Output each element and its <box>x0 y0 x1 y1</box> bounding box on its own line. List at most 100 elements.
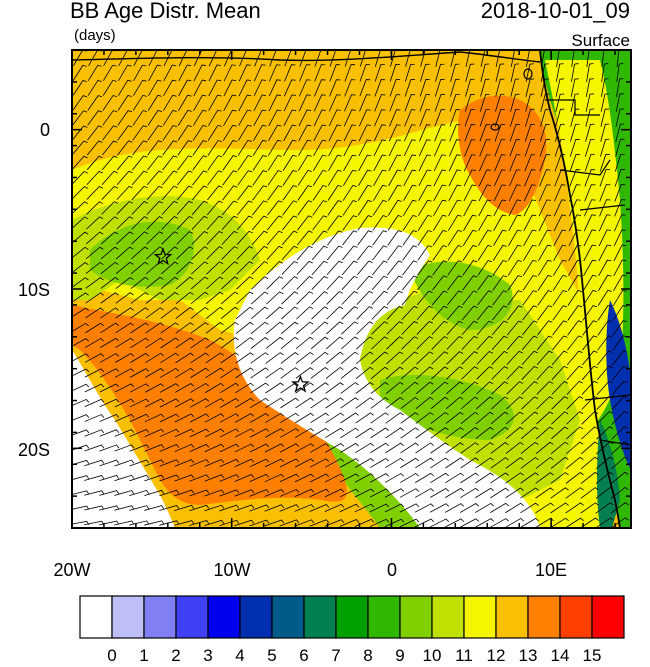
wind-barb <box>311 291 329 305</box>
wind-barb <box>329 79 341 97</box>
wind-barb <box>87 125 103 141</box>
wind-barb <box>238 94 252 112</box>
wind-barb <box>100 322 119 334</box>
wind-barb <box>507 259 522 276</box>
wind-barb <box>99 383 120 393</box>
wind-barb <box>595 502 614 514</box>
wind-barb <box>204 398 225 408</box>
wind-barb <box>325 443 345 453</box>
wind-barb <box>204 458 225 467</box>
wind-barb <box>400 472 420 483</box>
wind-barb <box>508 199 522 217</box>
wind-barb <box>509 169 521 187</box>
wind-barb <box>401 290 418 306</box>
wind-barb <box>374 94 386 112</box>
wind-barb <box>354 473 375 483</box>
wind-barb <box>478 184 492 202</box>
wind-barb <box>114 474 135 482</box>
wind-barb <box>176 246 194 260</box>
wind-barb <box>176 261 194 275</box>
wind-barb <box>237 155 253 171</box>
wind-barb <box>344 79 356 97</box>
wind-barb <box>310 397 329 409</box>
wind-barb <box>235 321 254 334</box>
wind-barb <box>584 199 596 217</box>
wind-barb <box>447 290 463 306</box>
wind-barb <box>129 398 150 408</box>
wind-barb <box>310 382 329 394</box>
wind-barb <box>220 367 239 379</box>
wind-barb <box>374 64 385 82</box>
wind-barb <box>129 368 150 378</box>
wind-barb <box>463 199 477 217</box>
wind-barb <box>100 277 119 289</box>
wind-barb <box>266 291 284 305</box>
wind-barb <box>477 244 492 261</box>
wind-barb <box>253 124 267 141</box>
wind-barbs <box>72 50 629 528</box>
wind-barb <box>236 276 254 290</box>
wind-barb <box>177 170 193 186</box>
wind-barb <box>477 229 492 246</box>
wind-barb <box>419 109 431 127</box>
wind-barb <box>283 109 297 127</box>
wind-barb <box>355 366 374 380</box>
wind-barb <box>159 504 180 511</box>
wind-barb <box>420 63 430 82</box>
wind-barb <box>146 170 163 186</box>
wind-barb <box>536 350 553 366</box>
wind-barb <box>99 505 120 511</box>
wind-barb <box>568 199 581 217</box>
wind-barb <box>584 184 596 202</box>
wind-barb <box>434 78 445 97</box>
colorbar-swatch <box>527 595 561 639</box>
wind-barb <box>434 109 446 127</box>
wind-barb <box>190 382 210 393</box>
wind-barb <box>253 79 266 97</box>
wind-barb <box>538 199 551 217</box>
wind-barb <box>600 108 610 127</box>
wind-barb <box>541 50 545 67</box>
wind-barb <box>385 397 404 409</box>
wind-barb <box>495 50 501 67</box>
wind-barb <box>236 230 253 245</box>
wind-barb <box>495 78 505 97</box>
wind-barb <box>100 261 119 274</box>
wind-barb <box>399 503 420 513</box>
wind-barb <box>386 275 403 291</box>
wind-barb <box>492 260 507 276</box>
wind-barb <box>570 123 580 142</box>
wind-barb <box>264 443 285 453</box>
wind-barb <box>505 487 524 499</box>
wind-barb <box>191 261 209 275</box>
wind-barb <box>267 170 283 186</box>
colorbar-label: 2 <box>171 646 181 665</box>
colorbar-swatch <box>175 595 209 639</box>
wind-barb <box>565 502 584 514</box>
wind-barb <box>508 214 522 232</box>
wind-barb <box>601 78 609 97</box>
wind-barb <box>415 381 434 395</box>
wind-barb <box>522 275 537 291</box>
wind-barb <box>465 78 475 97</box>
wind-barb <box>553 214 567 232</box>
wind-barb <box>401 336 419 350</box>
wind-barb <box>432 230 447 246</box>
wind-barb <box>324 488 345 498</box>
wind-barb <box>102 79 117 96</box>
wind-barb <box>237 139 252 156</box>
wind-barb <box>583 214 596 232</box>
wind-barb <box>281 276 299 290</box>
wind-barb <box>269 64 281 82</box>
field-white-2 <box>72 350 175 528</box>
wind-barb <box>598 244 612 262</box>
wind-barb <box>404 94 416 112</box>
wind-barb <box>415 412 434 424</box>
wind-barb <box>264 473 285 483</box>
wind-barb <box>400 457 419 469</box>
wind-barb <box>339 473 360 483</box>
wind-barb <box>550 517 569 528</box>
wind-barb <box>234 413 255 423</box>
colorbar-swatch <box>399 595 433 639</box>
wind-barb <box>221 230 238 245</box>
